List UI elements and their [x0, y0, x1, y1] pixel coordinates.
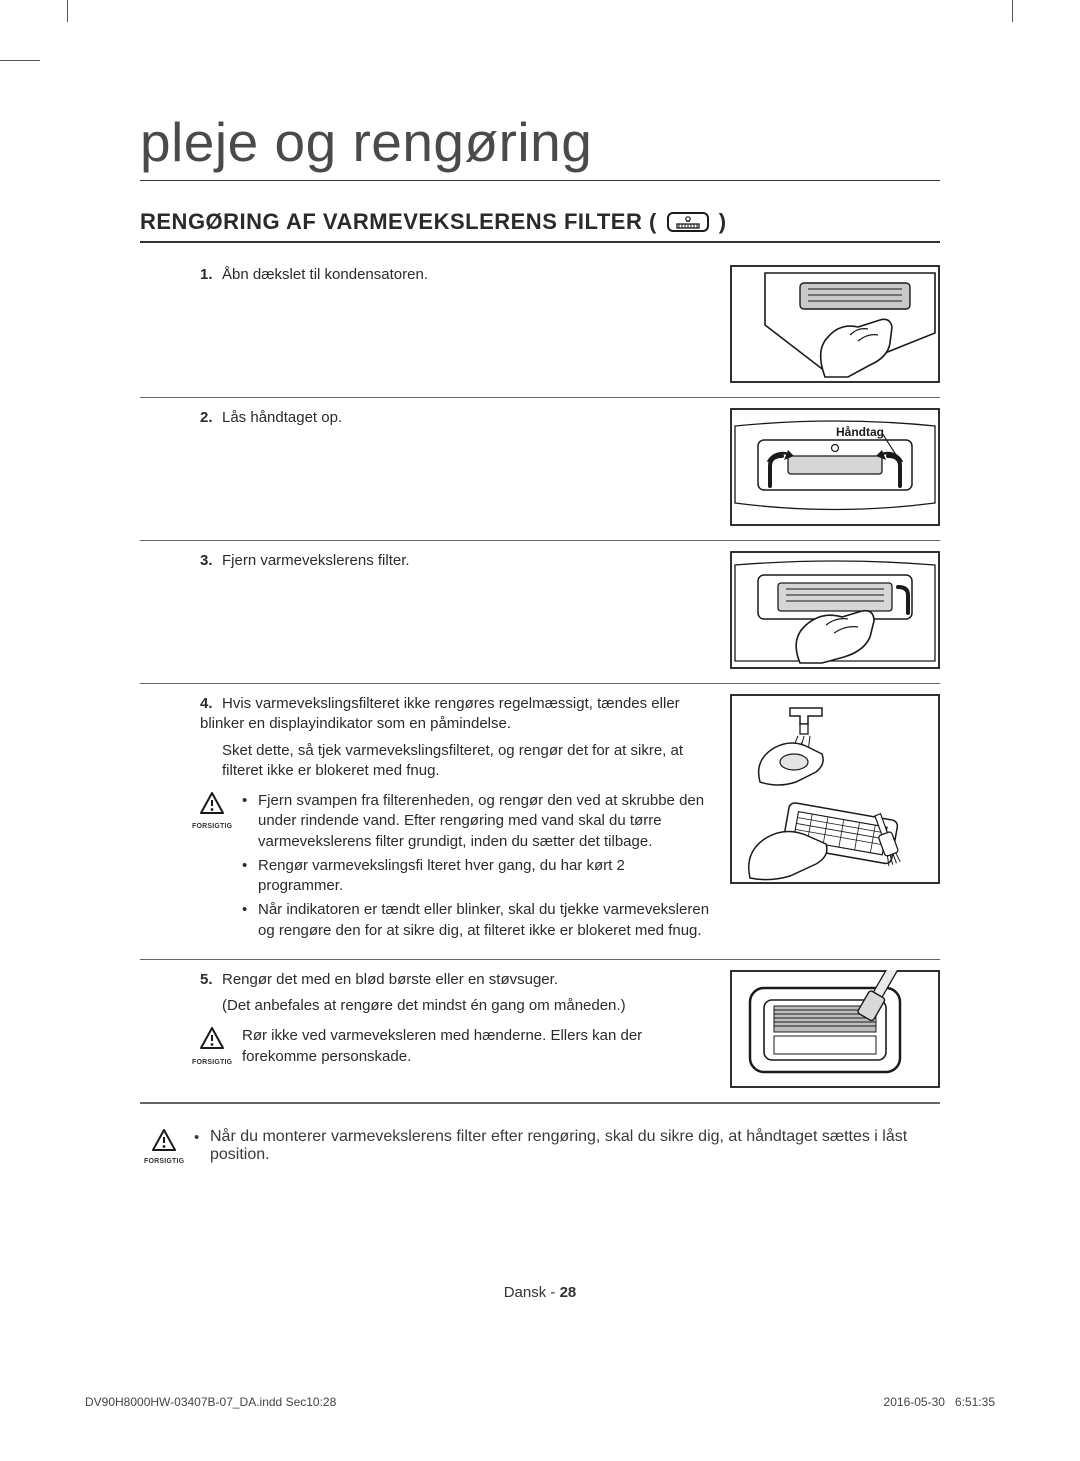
step-3: 3.Fjern varmevekslerens filter. [140, 541, 940, 684]
step-5-text: 5.Rengør det med en blød børste eller en… [140, 970, 710, 1067]
step-3-figure [730, 551, 940, 669]
caution-block-1: FORSIGTIG Fjern svampen fra filterenhede… [192, 791, 710, 945]
caution-icon: FORSIGTIG [144, 1128, 184, 1168]
footer-meta: DV90H8000HW-03407B-07_DA.indd Sec10:28 2… [85, 1395, 995, 1409]
caution-block-3: FORSIGTIG Når du monterer varmeveksleren… [144, 1128, 940, 1168]
step-5-warning: Rør ikke ved varmeveksleren med hænderne… [242, 1026, 710, 1067]
caution-icon: FORSIGTIG [192, 1026, 232, 1067]
step-4-text: 4.Hvis varmevekslingsfilteret ikke rengø… [140, 694, 710, 945]
step-4-bullets: Fjern svampen fra filterenheden, og reng… [242, 791, 710, 945]
step-2-text: 2.Lås håndtaget op. [140, 408, 710, 434]
step-5-figure [730, 970, 940, 1088]
footer-indd: DV90H8000HW-03407B-07_DA.indd Sec10:28 [85, 1395, 336, 1409]
final-note-bullets: Når du monterer varmevekslerens filter e… [194, 1128, 940, 1168]
step-1: 1.Åbn dækslet til kondensatoren. [140, 255, 940, 398]
footer-datetime: 2016-05-30 6:51:35 [884, 1395, 995, 1409]
section-heading-close: ) [719, 209, 727, 235]
step-2: 2.Lås håndtaget op. Håndtag [140, 398, 940, 541]
step-2-figure: Håndtag [730, 408, 940, 526]
handle-label: Håndtag [836, 425, 884, 439]
step-4: 4.Hvis varmevekslingsfilteret ikke rengø… [140, 684, 940, 960]
section-heading-row: RENGØRING AF VARMEVEKSLERENS FILTER ( ) [140, 209, 940, 243]
page-content: pleje og rengøring RENGØRING AF VARMEVEK… [140, 110, 940, 1176]
footer-page-number: Dansk - 28 [0, 1284, 1080, 1301]
section-heading: RENGØRING AF VARMEVEKSLERENS FILTER ( [140, 209, 657, 235]
final-note: FORSIGTIG Når du monterer varmeveksleren… [140, 1103, 940, 1176]
caution-block-2: FORSIGTIG Rør ikke ved varmeveksleren me… [192, 1026, 710, 1067]
filter-indicator-icon [667, 210, 709, 234]
caution-icon: FORSIGTIG [192, 791, 232, 945]
step-4-figure [730, 694, 940, 884]
step-1-figure [730, 265, 940, 383]
step-3-text: 3.Fjern varmevekslerens filter. [140, 551, 710, 577]
step-1-text: 1.Åbn dækslet til kondensatoren. [140, 265, 710, 291]
page-title: pleje og rengøring [140, 110, 940, 181]
crop-marks [0, 0, 1080, 40]
step-5: 5.Rengør det med en blød børste eller en… [140, 960, 940, 1103]
